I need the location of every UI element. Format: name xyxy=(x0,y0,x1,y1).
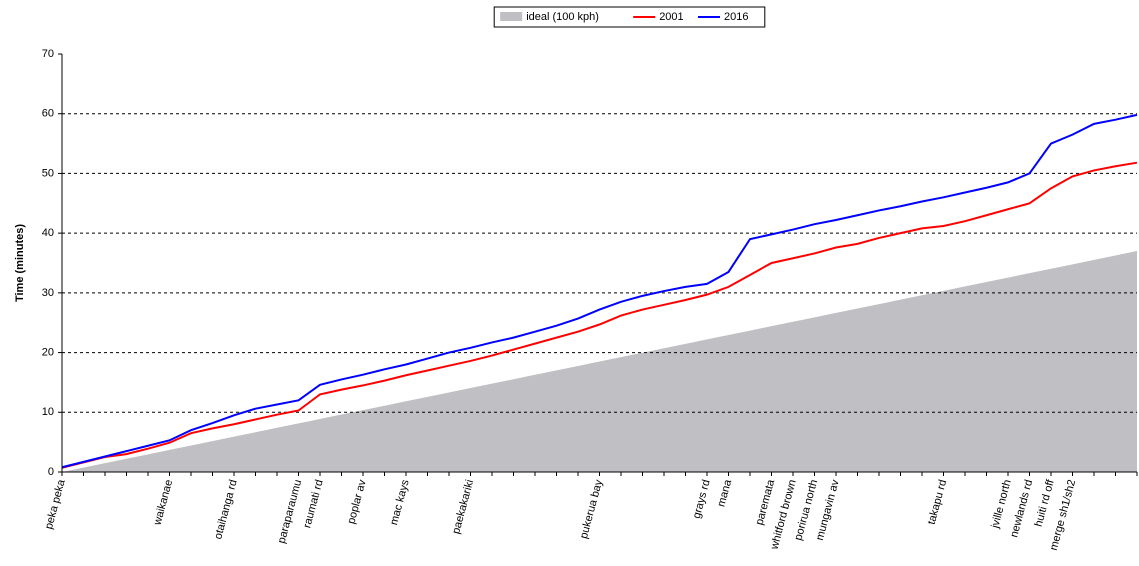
x-tick-label: pukerua bay xyxy=(578,478,605,540)
x-tick-label: huiti rd off xyxy=(1033,478,1057,528)
legend-label: 2016 xyxy=(724,11,748,23)
x-tick-label: grays rd xyxy=(691,478,713,520)
x-tick-label: newlands rd xyxy=(1008,478,1035,538)
x-tick-label: takapu rd xyxy=(926,478,949,525)
legend-box xyxy=(493,6,766,28)
x-tick-label: mac kays xyxy=(388,478,412,526)
y-tick-label: 70 xyxy=(42,48,54,60)
y-tick-label: 20 xyxy=(42,346,54,358)
y-tick-label: 50 xyxy=(42,167,54,179)
x-tick-label: raumati rd xyxy=(301,478,325,529)
y-tick-label: 40 xyxy=(42,227,54,239)
line xyxy=(61,161,1138,469)
legend-swatch xyxy=(500,12,523,21)
y-tick-label: 30 xyxy=(42,287,54,299)
x-tick-label: poplar av xyxy=(345,478,368,525)
x-tick-label: mana xyxy=(715,478,734,509)
y-tick-label: 0 xyxy=(48,466,54,478)
x-tick-label: peka peka xyxy=(43,478,68,531)
x-tick-label: waikanae xyxy=(151,478,175,527)
x-tick-label: paraparaumu xyxy=(276,478,305,544)
x-tick-label: paremata xyxy=(754,478,778,527)
legend-label: ideal (100 kph) xyxy=(526,11,599,23)
y-tick-label: 60 xyxy=(42,108,54,120)
y-axis-label: Time (minutes) xyxy=(14,224,26,302)
line xyxy=(61,113,1138,469)
x-tick-label: paekakariki xyxy=(450,478,476,535)
x-tick-label: jville north xyxy=(989,478,1014,530)
x-tick-label: otaihanga rd xyxy=(212,478,239,540)
y-tick-label: 10 xyxy=(42,406,54,418)
legend-label: 2001 xyxy=(659,11,683,23)
area xyxy=(62,251,1137,472)
